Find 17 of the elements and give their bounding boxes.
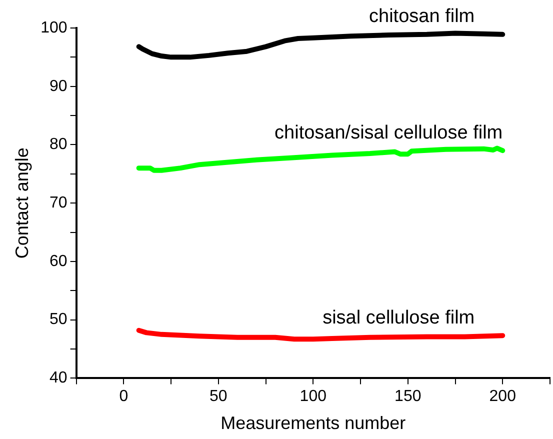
y-tick-label: 90: [50, 78, 68, 95]
x-tick-label: 50: [210, 388, 228, 406]
x-axis-title: Measurements number: [220, 413, 406, 434]
series-label: sisal cellulose film: [322, 307, 475, 328]
y-tick-label: 100: [40, 19, 68, 36]
x-tick-label: 100: [300, 388, 327, 406]
x-tick-label: 0: [119, 388, 128, 406]
x-tick-label: 200: [489, 388, 516, 406]
y-tick-label: 60: [50, 252, 68, 270]
y-tick-label: 50: [50, 311, 68, 328]
y-tick-label: 80: [50, 136, 68, 154]
y-axis-title: Contact angle: [12, 148, 32, 259]
y-tick-label: 40: [50, 370, 68, 387]
x-tick-label: 150: [394, 388, 422, 406]
series-label: chitosan/sisal cellulose film: [274, 122, 503, 144]
y-tick-label: 70: [50, 194, 68, 212]
series-label: chitosan film: [369, 6, 475, 28]
